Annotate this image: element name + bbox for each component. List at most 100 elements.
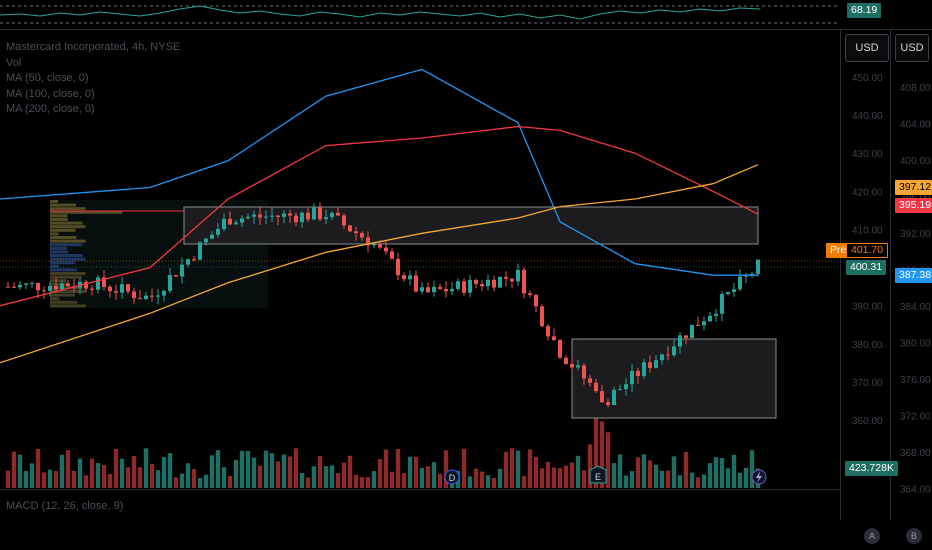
candle-body [348,225,352,232]
candle-body [234,222,238,225]
candle-body [426,287,430,293]
volume-bar [491,477,497,488]
candle-body [420,287,424,292]
volume-bar [143,448,149,488]
volume-bar [461,448,467,488]
volume-bar [305,477,311,488]
volume-bar [749,450,755,488]
volume-bar [653,464,659,488]
volume-bar [473,468,479,488]
volume-bar [395,449,401,488]
volume-bar [239,450,245,488]
candle-body [324,217,328,220]
candle-body [390,251,394,259]
volume-bar [209,455,215,488]
volume-bar [323,466,329,488]
volume-bar [617,454,623,488]
price-tick-secondary: 380.00 [900,339,931,350]
volume-bar [101,464,107,488]
candle-body [438,286,442,289]
volume-bar [245,451,251,488]
rsi-line [0,5,761,20]
price-tick-main: 430.00 [852,149,883,160]
volume-bar [185,463,191,488]
candle-body [450,289,454,292]
candle-body [552,336,556,341]
candle-body [108,286,112,292]
volume-bar [41,472,47,488]
candle-body [618,389,622,391]
footer-button-b[interactable]: B [906,528,922,544]
candle-body [48,285,52,291]
candle-body [468,279,472,293]
pre-label-tag: Pre [826,243,851,258]
candle-body [666,354,670,356]
candle-body [150,295,154,297]
candle-body [342,215,346,226]
volume-bar [509,448,515,488]
volume-bar [125,467,131,488]
candle-body [564,357,568,364]
candle-body [174,275,178,277]
candle-body [684,335,688,338]
candle-body [228,218,232,225]
candle-body [216,229,220,235]
candle-body [504,276,508,279]
candle-body [750,273,754,276]
volume-bar [443,450,449,488]
candle-body [498,276,502,288]
candle-body [624,384,628,390]
footer-button-a[interactable]: A [864,528,880,544]
volume-bar [665,470,671,488]
currency-button-main[interactable]: USD [845,34,889,62]
candle-body [12,286,16,288]
candle-body [168,275,172,291]
event-marker-d-label: D [449,473,456,483]
candle-body [378,244,382,248]
volume-bar [383,449,389,488]
volume-bar [479,471,485,488]
volume-bar [77,458,83,488]
candle-body [636,370,640,377]
ma100-line [0,125,759,307]
volume-bar [419,467,425,488]
volume-bar [281,454,287,488]
price-tick-main: 370.00 [852,378,883,389]
volume-bar [317,455,323,488]
volume-bar [107,474,113,488]
candle-body [546,326,550,337]
volume-bar [263,450,269,488]
candle-body [606,402,610,406]
volume-bar [71,470,77,488]
candle-body [276,215,280,217]
volume-bar [503,451,509,488]
rsi-pane [0,5,932,30]
volume-bar [233,459,239,488]
volume-bar [713,457,719,488]
volume-bar [167,453,173,488]
volume-bar [155,470,161,488]
volume-bar [227,475,233,488]
candle-body [24,283,28,285]
volume-bar [683,451,689,488]
volume-bar [137,467,143,488]
price-tick-main: 440.00 [852,111,883,122]
ma200-value-tag: 397.12 [895,180,932,195]
candle-body [42,290,46,292]
volume-bar [593,413,599,488]
candle-body [582,365,586,379]
volume-bar [635,457,641,488]
candle-body [414,275,418,292]
volume-bar [293,448,299,488]
event-marker-e-label: E [595,472,601,482]
volume-bar [275,461,281,488]
candle-body [18,284,22,288]
candle-body [294,215,298,223]
candle-body [594,382,598,392]
candle-body [186,259,190,265]
currency-button-secondary[interactable]: USD [895,34,929,62]
volume-bar [707,463,713,488]
volume-bar [695,477,701,488]
volume-bar [11,451,17,488]
candle-body [60,283,64,290]
